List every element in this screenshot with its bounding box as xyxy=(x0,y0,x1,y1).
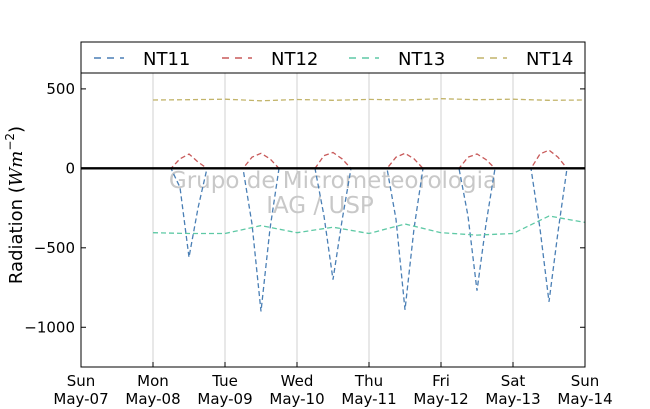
watermark-line-2: IAG / USP xyxy=(266,193,374,219)
x-tick-label-day: Mon xyxy=(137,372,169,390)
x-tick-label-date: May-10 xyxy=(269,390,324,408)
series-line-nt13 xyxy=(152,215,586,236)
plot-frame xyxy=(80,72,586,368)
watermark: Grupo de Micrometeorologia IAG / USP xyxy=(169,168,497,219)
x-tick-label-day: Wed xyxy=(281,372,314,390)
watermark-line-1: Grupo de Micrometeorologia xyxy=(169,168,497,194)
x-tick-label-date: May-12 xyxy=(413,390,468,408)
y-tick-label: 500 xyxy=(46,80,75,98)
legend-label-nt12: NT12 xyxy=(271,49,318,70)
legend-label-nt11: NT11 xyxy=(143,49,190,70)
x-tick-label-date: May-14 xyxy=(557,390,612,408)
y-tick-label: −1000 xyxy=(24,318,75,336)
y-axis: 500 0 −500 −1000 xyxy=(24,80,585,336)
y-axis-label: Radiation (Wm−2) xyxy=(3,126,27,284)
x-tick-label-day: Sun xyxy=(67,372,96,390)
y-tick-label: 0 xyxy=(65,159,75,177)
x-tick-label-date: May-08 xyxy=(125,390,180,408)
x-tick-label-date: May-09 xyxy=(197,390,252,408)
y-axis-label-close: ) xyxy=(6,126,27,133)
x-tick-label-date: May-11 xyxy=(341,390,396,408)
x-tick-label-date: May-13 xyxy=(485,390,540,408)
x-tick-label-day: Sat xyxy=(501,372,526,390)
y-tick-label: −500 xyxy=(34,239,75,257)
x-tick-label-day: Tue xyxy=(211,372,238,390)
legend-label-nt13: NT13 xyxy=(398,49,445,70)
y-axis-label-exponent: −2 xyxy=(3,133,17,151)
y-axis-label-unit: Wm xyxy=(6,151,27,187)
series-line-nt14 xyxy=(152,98,586,102)
x-axis: SunMay-07MonMay-08TueMay-09WedMay-10ThuM… xyxy=(53,362,613,408)
legend-box xyxy=(80,41,586,74)
legend-label-nt14: NT14 xyxy=(526,49,573,70)
x-tick-label-day: Thu xyxy=(354,372,383,390)
x-tick-label-day: Sun xyxy=(571,372,600,390)
x-tick-label-day: Fri xyxy=(432,372,450,390)
y-axis-label-text: Radiation ( xyxy=(6,186,27,284)
grid-lines xyxy=(152,73,514,367)
legend: NT11 NT12 NT13 NT14 xyxy=(80,41,586,74)
x-tick-label-date: May-07 xyxy=(53,390,108,408)
